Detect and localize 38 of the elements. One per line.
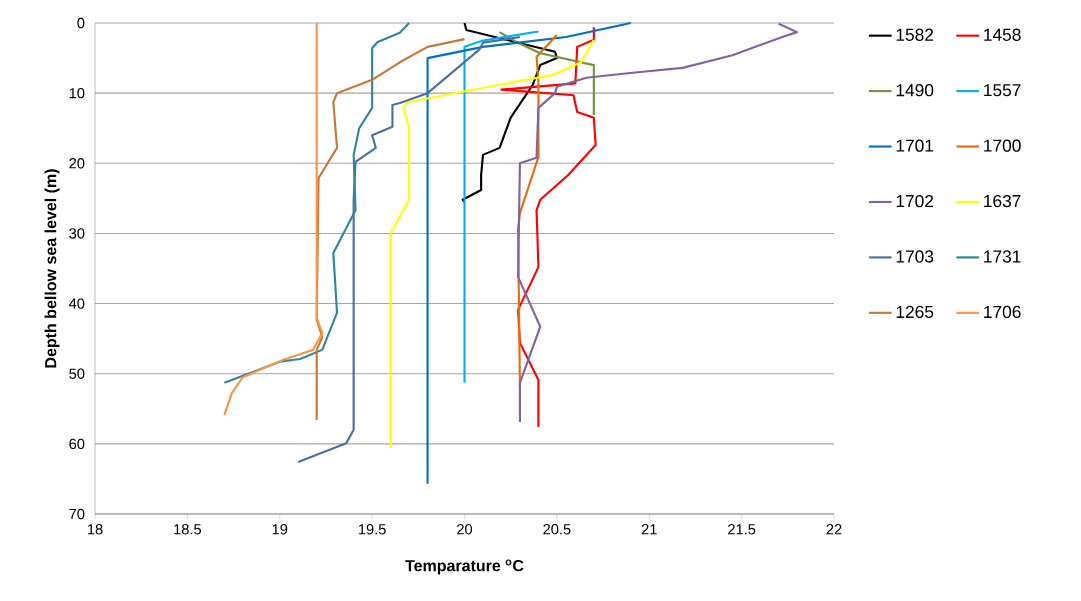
x-tick-label: 19 xyxy=(272,524,288,535)
y-tick-label: 70 xyxy=(69,508,85,520)
y-tick-label: 10 xyxy=(69,87,85,99)
line-series xyxy=(461,21,558,203)
x-axis-title: Temparature $^{o}$C xyxy=(405,559,524,575)
line-series xyxy=(297,35,521,464)
legend-label: 1702 xyxy=(896,194,934,208)
legend-label: 1703 xyxy=(896,250,934,263)
y-axis-title: Depth bellow sea level (m) xyxy=(44,169,60,368)
y-tick-label: 30 xyxy=(69,228,85,239)
legend-label: 1706 xyxy=(984,305,1021,319)
line-series xyxy=(500,26,597,429)
legend-label: 1490 xyxy=(896,84,934,97)
x-tick-label: 18 xyxy=(87,524,103,535)
x-tick-label: 21.5 xyxy=(728,524,756,535)
legend-label: 1265 xyxy=(896,305,934,319)
legend-label: 1701 xyxy=(896,139,934,152)
x-tick-label: 21 xyxy=(641,524,657,535)
legend-label: 1700 xyxy=(984,139,1021,152)
legend-label: 1458 xyxy=(984,28,1021,41)
legend-label: 1637 xyxy=(984,194,1021,208)
legend-label: 1731 xyxy=(984,250,1021,263)
y-tick-label: 0 xyxy=(77,17,85,29)
line-series xyxy=(223,21,411,384)
line-series xyxy=(498,31,595,116)
y-tick-label: 60 xyxy=(69,438,85,450)
x-tick-label: 20 xyxy=(457,524,473,535)
x-tick-label: 22 xyxy=(826,524,842,535)
y-tick-label: 20 xyxy=(69,158,85,169)
line-series xyxy=(517,22,799,424)
y-tick-label: 50 xyxy=(69,368,85,379)
y-tick-label: 40 xyxy=(68,298,85,309)
line-series xyxy=(223,21,324,417)
x-tick-label: 18.5 xyxy=(174,524,202,535)
legend-label: 1557 xyxy=(984,84,1021,97)
legend-label: 1582 xyxy=(896,28,934,41)
x-tick-label: 19.5 xyxy=(358,524,386,535)
x-tick-label: 20.5 xyxy=(543,524,571,535)
